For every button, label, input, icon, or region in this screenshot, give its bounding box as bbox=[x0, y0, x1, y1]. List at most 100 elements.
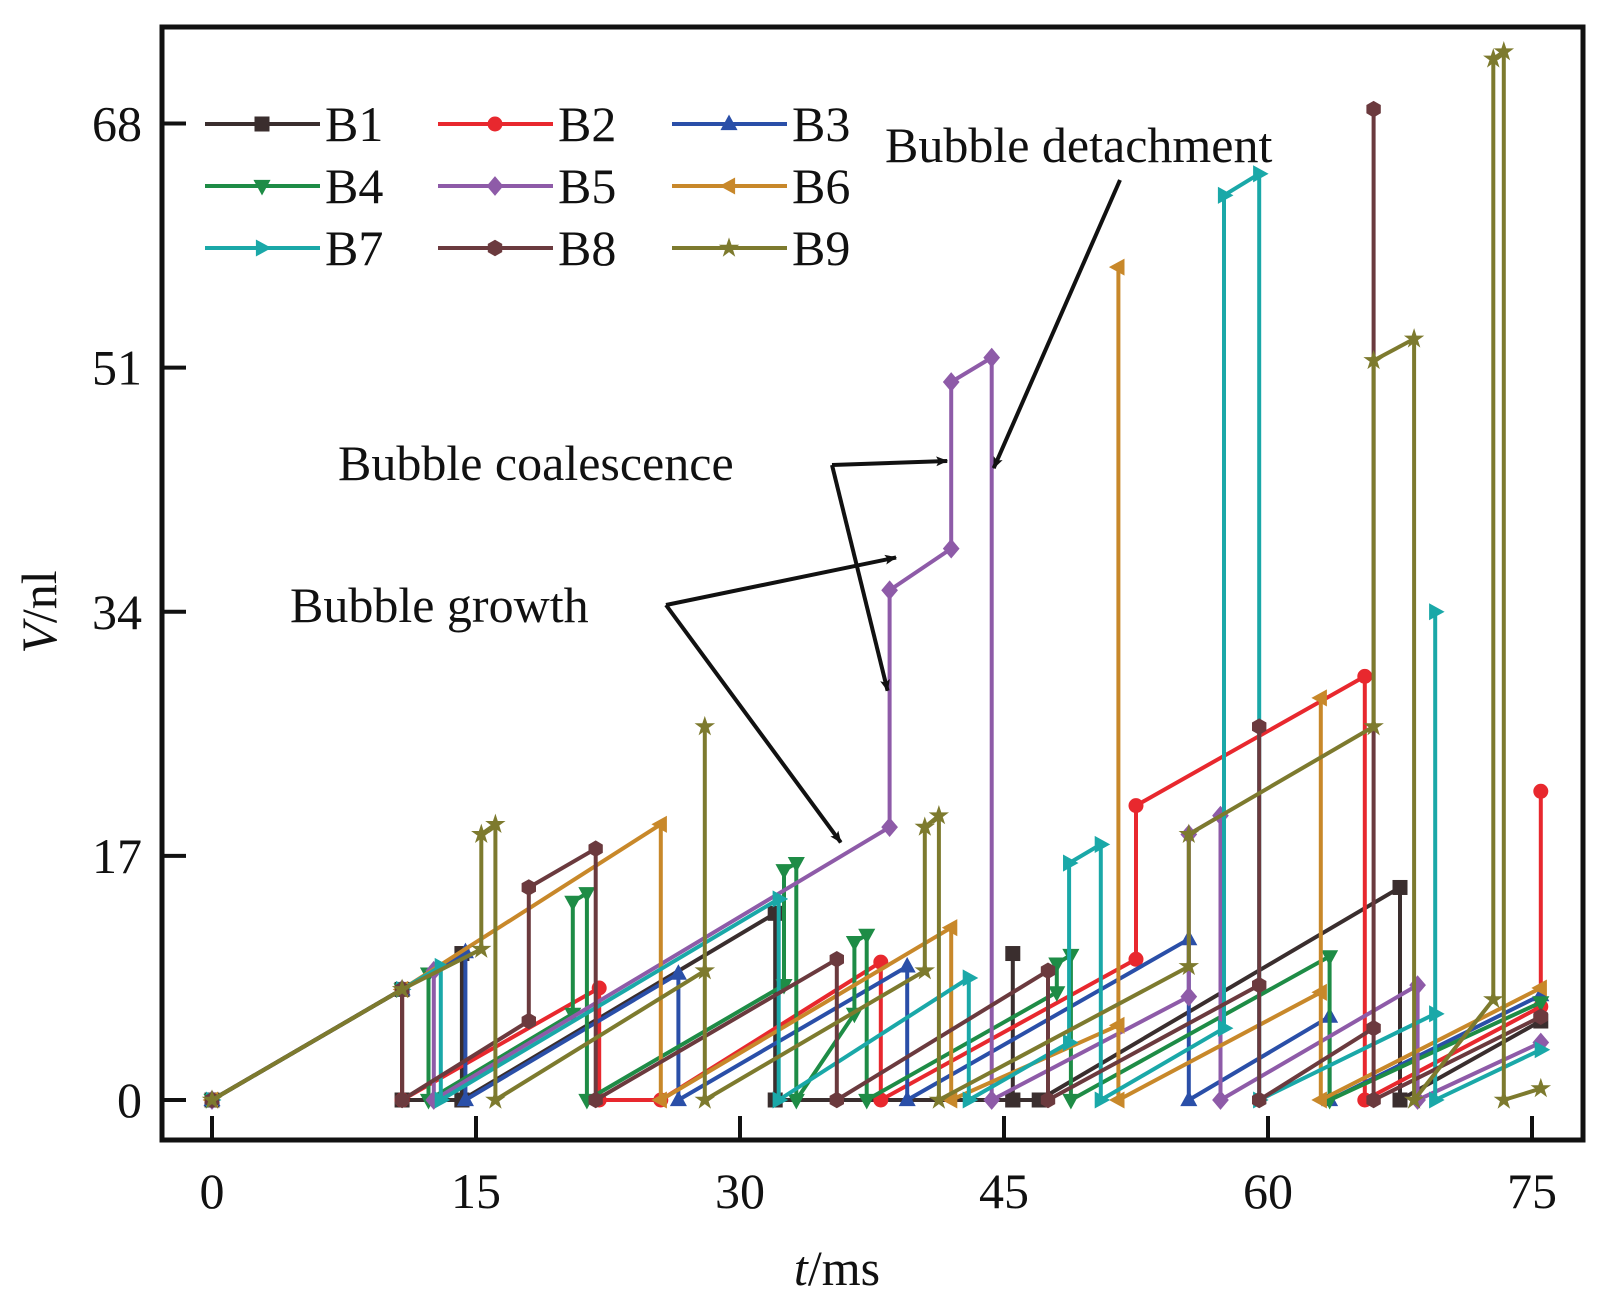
axis-layer: 0 15 30 45 60 75 0 17 34 51 68 bbox=[92, 96, 1557, 1219]
annotation-bubble-growth: Bubble growth bbox=[290, 577, 589, 633]
data-point-b4 bbox=[1321, 950, 1339, 966]
data-point-b9 bbox=[928, 1089, 950, 1109]
x-tick-label: 15 bbox=[451, 1163, 501, 1219]
data-point-b6 bbox=[1311, 689, 1327, 707]
data-point-b5 bbox=[1180, 986, 1198, 1007]
series-line-b6 bbox=[210, 265, 1542, 1102]
data-point-b6 bbox=[1311, 1091, 1327, 1109]
legend-label: B9 bbox=[792, 220, 850, 276]
data-point-b7 bbox=[1217, 1019, 1234, 1037]
series-b2 bbox=[204, 668, 1549, 1108]
legend-item-b9: B9 bbox=[672, 220, 850, 276]
plot-frame bbox=[159, 24, 1586, 1143]
annotation-layer: Bubble detachment Bubble coalescence Bubbl… bbox=[290, 117, 1272, 844]
data-point-b4 bbox=[1062, 1093, 1080, 1110]
data-point-b8 bbox=[588, 840, 603, 857]
data-point-b9 bbox=[694, 960, 716, 980]
data-point-b5 bbox=[942, 372, 960, 392]
legend-marker-b3 bbox=[720, 114, 738, 131]
legend-item-b1: B1 bbox=[205, 96, 383, 152]
data-point-b4 bbox=[564, 895, 582, 912]
data-point-b1 bbox=[1392, 879, 1408, 895]
data-point-b9 bbox=[1178, 955, 1200, 976]
data-point-b9 bbox=[1363, 715, 1384, 736]
y-axis-title: V/nl bbox=[11, 570, 67, 653]
data-point-b8 bbox=[521, 879, 536, 896]
annotation-arrow bbox=[664, 603, 843, 844]
legend-label: B8 bbox=[558, 220, 616, 276]
data-point-b3 bbox=[669, 964, 687, 980]
series-b9 bbox=[201, 40, 1552, 1109]
data-point-b9 bbox=[1178, 823, 1200, 844]
data-point-b2 bbox=[1357, 668, 1373, 684]
data-point-b9 bbox=[928, 805, 949, 825]
legend-label: B1 bbox=[325, 96, 383, 152]
legend-item-b7: B7 bbox=[205, 220, 383, 276]
data-point-b9 bbox=[485, 1089, 506, 1109]
data-point-b4 bbox=[775, 864, 793, 880]
data-point-b8 bbox=[1252, 718, 1267, 735]
data-point-b7 bbox=[772, 1091, 789, 1109]
data-point-b8 bbox=[1533, 1008, 1548, 1025]
data-point-b9 bbox=[914, 960, 936, 980]
data-point-b4 bbox=[1048, 957, 1066, 974]
annotation-bubble-detachment: Bubble detachment bbox=[885, 117, 1272, 173]
data-point-b2 bbox=[1128, 951, 1144, 967]
legend-marker-b4 bbox=[253, 179, 271, 196]
data-point-b7 bbox=[962, 1091, 979, 1109]
data-point-b8 bbox=[829, 951, 844, 968]
data-point-b8 bbox=[1040, 962, 1056, 980]
data-point-b8 bbox=[1040, 1091, 1056, 1109]
data-point-b2 bbox=[1128, 798, 1144, 814]
data-point-b9 bbox=[1493, 1089, 1515, 1109]
data-point-b3 bbox=[456, 1090, 474, 1107]
data-point-b3 bbox=[898, 957, 916, 973]
data-point-b6 bbox=[1531, 979, 1547, 997]
data-point-b6 bbox=[941, 919, 958, 937]
data-point-b9 bbox=[471, 823, 492, 844]
data-point-b5 bbox=[942, 538, 960, 559]
data-point-b9 bbox=[1403, 1089, 1425, 1109]
data-point-b9 bbox=[391, 978, 413, 999]
data-point-b7 bbox=[962, 969, 979, 987]
data-point-b9 bbox=[201, 1089, 223, 1109]
y-tick-label: 34 bbox=[92, 584, 142, 640]
data-point-b6 bbox=[651, 815, 667, 833]
data-point-b7 bbox=[1063, 1034, 1079, 1052]
data-point-b7 bbox=[434, 1091, 451, 1109]
data-point-b4 bbox=[845, 935, 863, 952]
data-point-b8 bbox=[1252, 1091, 1267, 1109]
data-point-b4 bbox=[1532, 996, 1550, 1012]
legend-item-b5: B5 bbox=[438, 158, 616, 214]
x-tick-label: 45 bbox=[979, 1163, 1029, 1219]
legend-item-b4: B4 bbox=[205, 158, 383, 214]
legend-marker-b2 bbox=[487, 116, 503, 132]
data-point-b9 bbox=[1493, 40, 1515, 61]
data-point-b7 bbox=[1429, 603, 1445, 621]
legend-label: B6 bbox=[792, 158, 850, 214]
data-point-b6 bbox=[1311, 983, 1327, 1001]
data-point-b7 bbox=[1253, 165, 1269, 183]
data-point-b6 bbox=[1108, 1016, 1125, 1034]
data-point-b7 bbox=[1429, 1005, 1445, 1023]
data-point-b5 bbox=[881, 817, 898, 838]
legend: B1 B2 B3 B4 B5 B6 B7 B8 B9 bbox=[205, 96, 850, 276]
legend-label: B7 bbox=[325, 220, 383, 276]
data-point-b7 bbox=[1063, 854, 1079, 872]
data-point-b1 bbox=[1392, 1092, 1408, 1108]
data-point-b4 bbox=[787, 1093, 805, 1110]
data-point-b9 bbox=[914, 816, 936, 836]
data-point-b5 bbox=[983, 1090, 1001, 1110]
legend-marker-b1 bbox=[254, 116, 270, 132]
annotation-bubble-coalescence: Bubble coalescence bbox=[338, 435, 734, 491]
legend-item-b2: B2 bbox=[438, 96, 616, 152]
data-point-b8 bbox=[394, 1091, 410, 1109]
data-point-b9 bbox=[1363, 349, 1384, 370]
data-point-b8 bbox=[1366, 1019, 1381, 1037]
data-point-b1 bbox=[1005, 1092, 1021, 1108]
x-tick-label: 75 bbox=[1507, 1163, 1557, 1219]
data-point-b9 bbox=[1483, 988, 1504, 1009]
series-layer bbox=[201, 40, 1552, 1110]
legend-marker-b6 bbox=[719, 177, 736, 195]
